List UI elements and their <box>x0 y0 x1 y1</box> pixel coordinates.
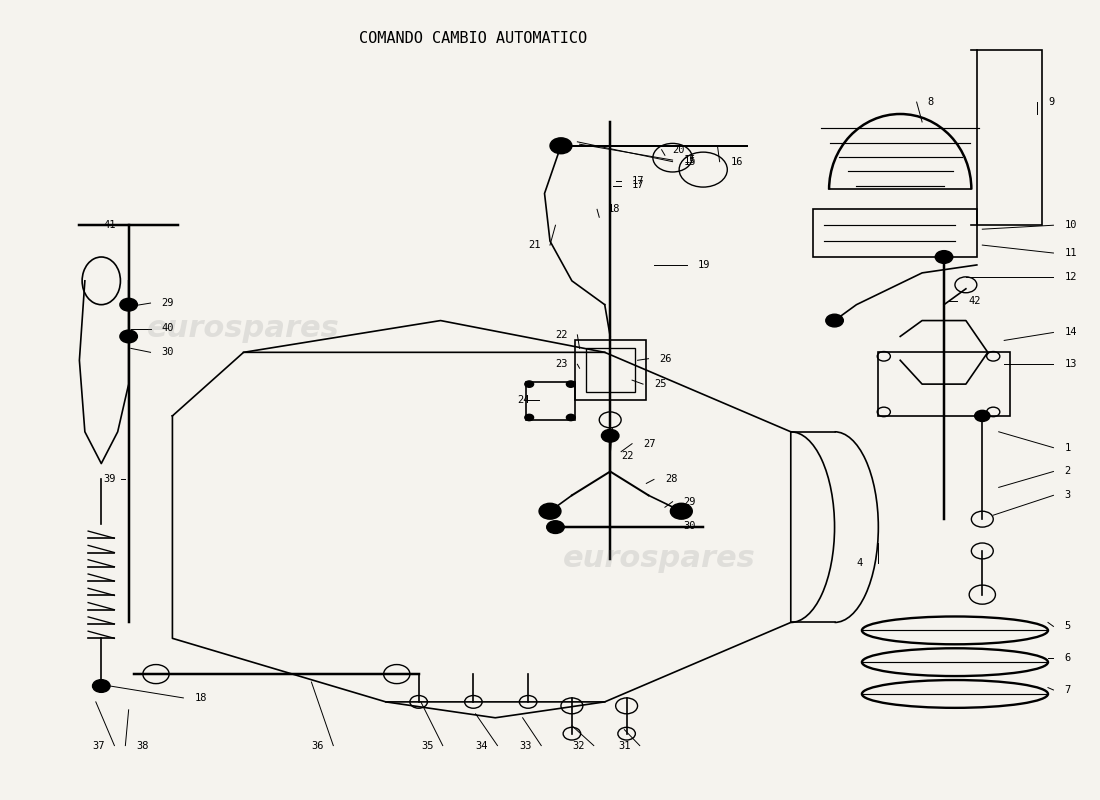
Text: 13: 13 <box>1065 359 1077 370</box>
Text: 22: 22 <box>556 330 568 340</box>
Text: 10: 10 <box>1065 220 1077 230</box>
Text: eurospares: eurospares <box>563 544 756 574</box>
Text: 26: 26 <box>659 354 672 364</box>
Text: 2: 2 <box>1065 466 1070 477</box>
Text: 39: 39 <box>103 474 116 485</box>
Text: 41: 41 <box>103 220 116 230</box>
Text: 30: 30 <box>162 347 174 358</box>
Circle shape <box>566 414 575 421</box>
Circle shape <box>120 298 138 311</box>
Circle shape <box>975 410 990 422</box>
Text: 14: 14 <box>1065 327 1077 338</box>
Text: 5: 5 <box>1065 622 1070 631</box>
Circle shape <box>92 680 110 692</box>
Text: 12: 12 <box>1065 272 1077 282</box>
Text: 29: 29 <box>162 298 174 308</box>
Bar <box>977 50 1043 226</box>
Text: 36: 36 <box>311 741 323 750</box>
Text: 22: 22 <box>621 450 634 461</box>
Text: 35: 35 <box>421 741 433 750</box>
Text: 20: 20 <box>672 145 685 154</box>
Text: 40: 40 <box>162 323 174 334</box>
Text: 18: 18 <box>608 204 620 214</box>
Bar <box>586 348 636 392</box>
Text: eurospares: eurospares <box>147 314 340 343</box>
Circle shape <box>602 430 619 442</box>
Circle shape <box>566 381 575 387</box>
Text: 21: 21 <box>528 240 540 250</box>
Text: 1: 1 <box>1065 442 1070 453</box>
Circle shape <box>935 250 953 263</box>
Text: 34: 34 <box>475 741 488 750</box>
Text: 15: 15 <box>683 157 696 166</box>
Text: 29: 29 <box>683 497 696 506</box>
Text: 38: 38 <box>136 741 149 750</box>
Text: 18: 18 <box>195 693 207 703</box>
Bar <box>878 352 1010 416</box>
Text: 27: 27 <box>644 438 656 449</box>
Circle shape <box>539 503 561 519</box>
Text: 32: 32 <box>572 741 584 750</box>
Text: 37: 37 <box>92 741 104 750</box>
Text: 23: 23 <box>556 359 568 370</box>
Text: 15: 15 <box>683 155 696 165</box>
Circle shape <box>670 503 692 519</box>
Circle shape <box>525 381 533 387</box>
Text: 6: 6 <box>1065 653 1070 663</box>
Text: 11: 11 <box>1065 248 1077 258</box>
Circle shape <box>550 138 572 154</box>
Text: 19: 19 <box>697 260 711 270</box>
Text: 4: 4 <box>857 558 862 568</box>
Circle shape <box>826 314 844 327</box>
Text: 9: 9 <box>1048 97 1054 107</box>
Circle shape <box>525 414 533 421</box>
Bar <box>813 210 977 257</box>
Text: 16: 16 <box>730 157 744 166</box>
Text: 17: 17 <box>632 181 645 190</box>
Text: 17: 17 <box>632 176 645 186</box>
Text: 42: 42 <box>968 296 980 306</box>
Bar <box>575 341 647 400</box>
Text: 30: 30 <box>683 521 696 530</box>
Circle shape <box>547 521 564 534</box>
Text: 8: 8 <box>927 97 934 107</box>
Text: COMANDO CAMBIO AUTOMATICO: COMANDO CAMBIO AUTOMATICO <box>360 30 587 46</box>
Text: 28: 28 <box>664 474 678 485</box>
Text: 25: 25 <box>654 379 667 389</box>
Text: 24: 24 <box>517 395 530 405</box>
Circle shape <box>120 330 138 342</box>
Bar <box>526 382 575 420</box>
Text: 33: 33 <box>519 741 532 750</box>
Text: 7: 7 <box>1065 685 1070 695</box>
Text: 31: 31 <box>618 741 630 750</box>
Text: 3: 3 <box>1065 490 1070 500</box>
